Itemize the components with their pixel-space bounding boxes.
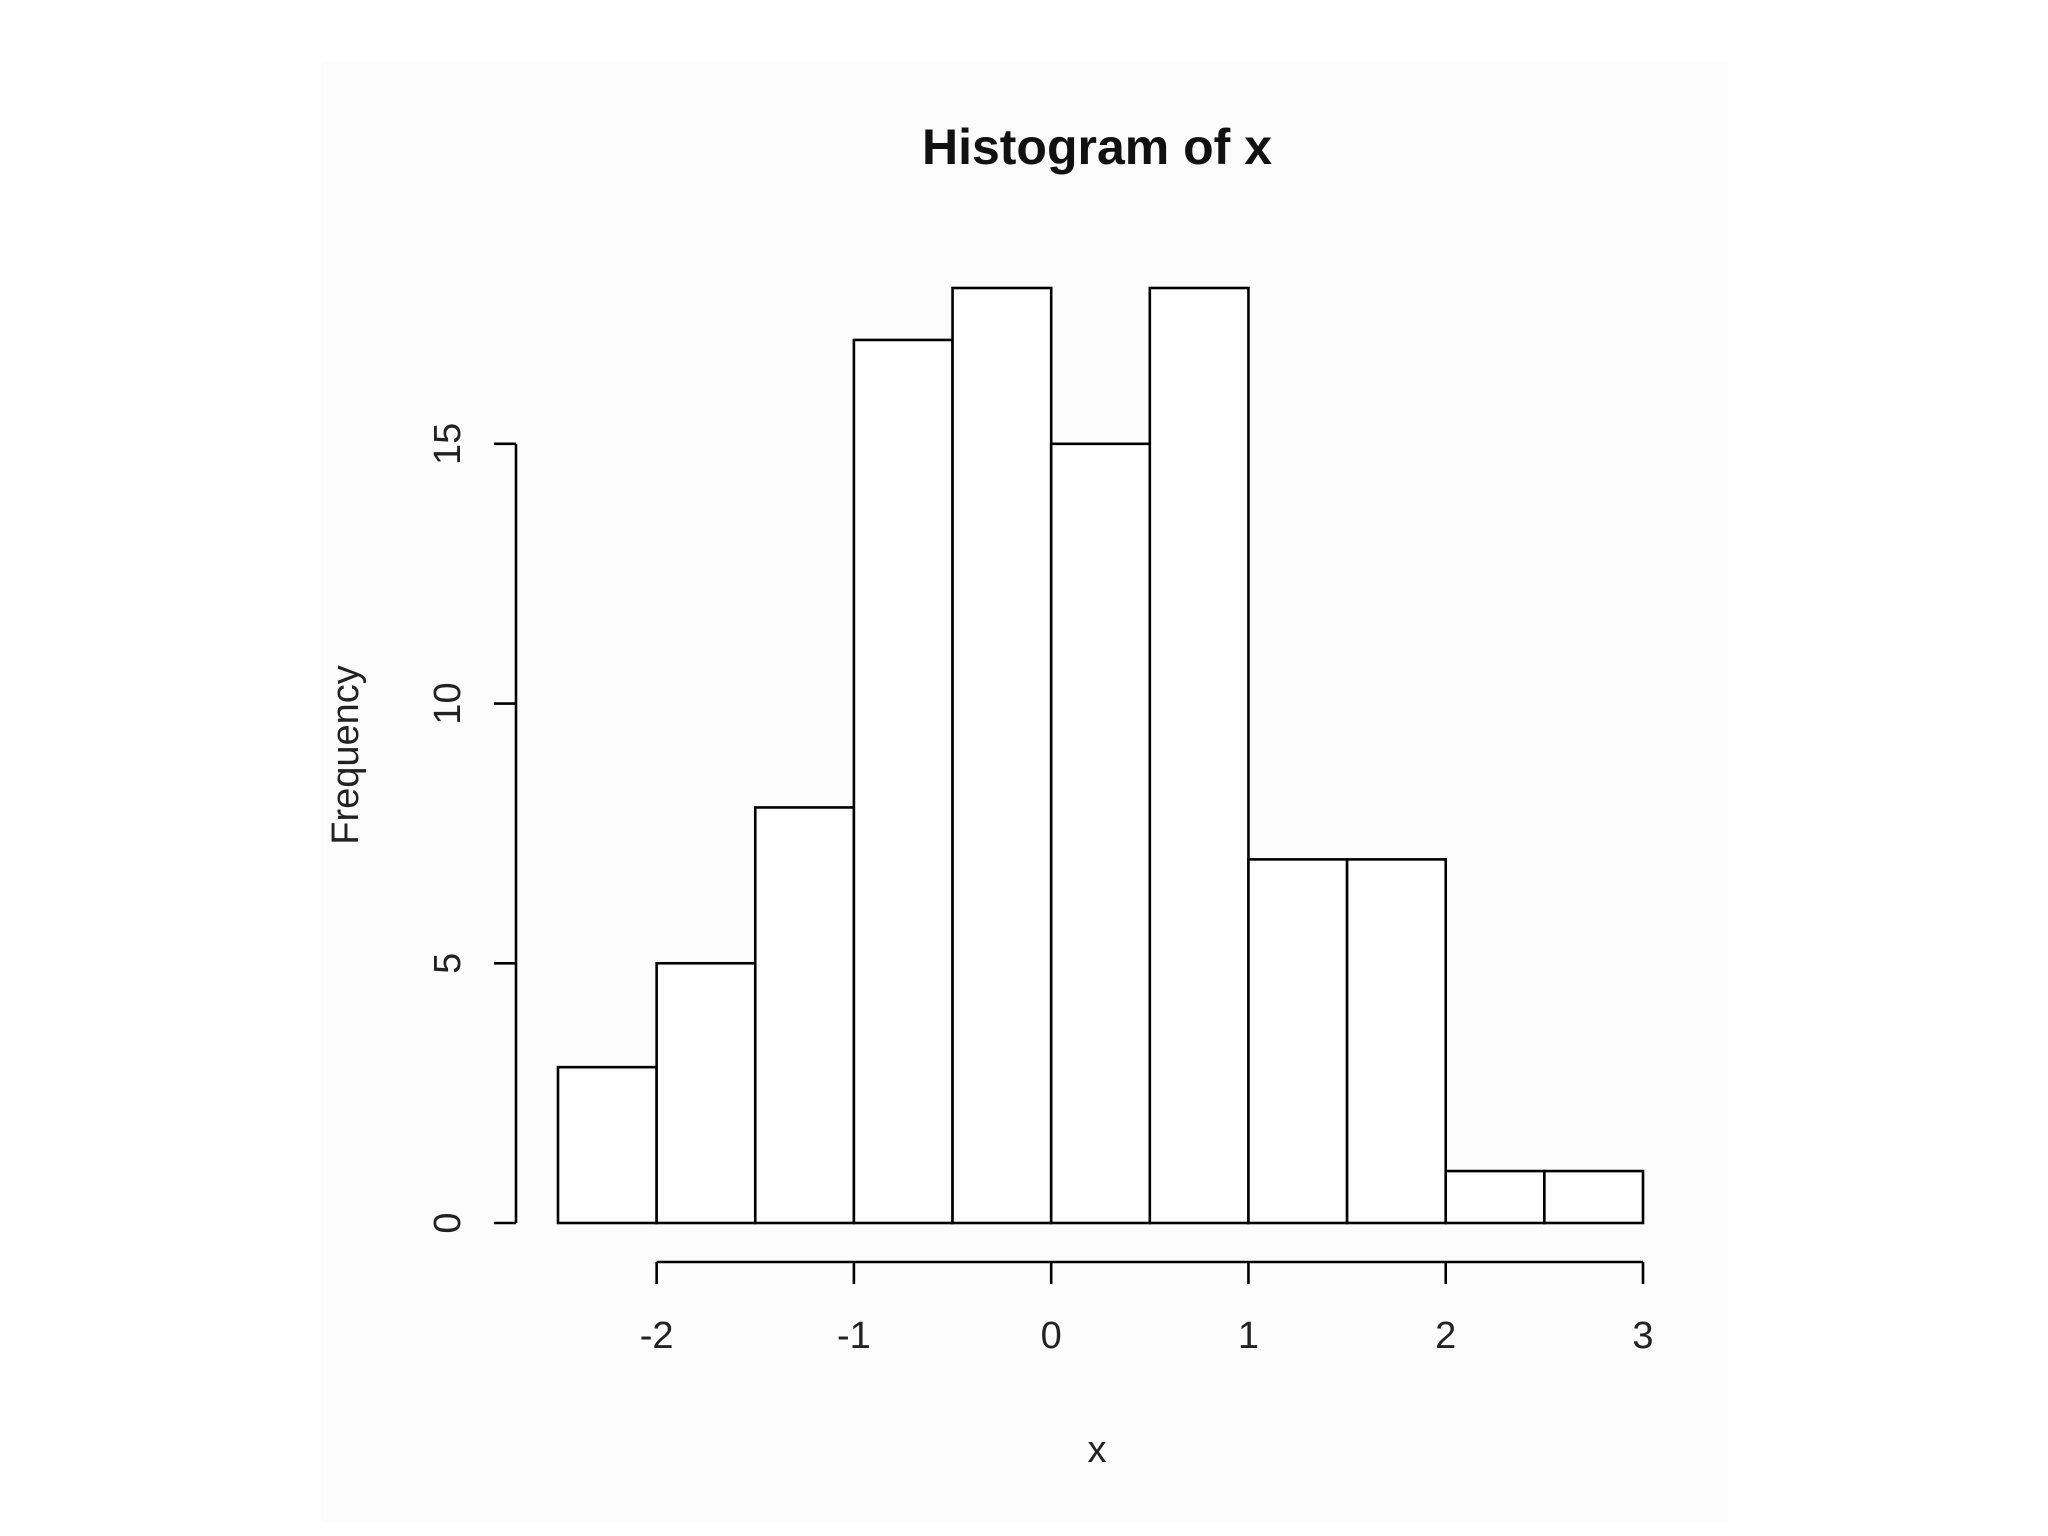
x-tick-label: -2 (640, 1315, 674, 1357)
x-tick-label: 1 (1238, 1315, 1259, 1357)
y-axis: 0 5 10 15 (427, 423, 518, 1234)
histogram-bar (1247, 858, 1349, 1225)
histogram-bar (1345, 858, 1448, 1225)
x-axis: -2 -1 0 1 2 3 (640, 1260, 1654, 1357)
histogram-bar (753, 806, 856, 1225)
histogram-bar (1049, 442, 1152, 1225)
x-tick-label: 3 (1632, 1315, 1653, 1357)
bars-group (556, 286, 1645, 1225)
x-tick-label: 2 (1435, 1315, 1456, 1357)
y-tick-label: 0 (427, 1212, 469, 1233)
histogram-bar (556, 1065, 658, 1225)
chart-title: Histogram of x (922, 119, 1272, 175)
y-tick-label: 5 (427, 953, 469, 974)
histogram-bar (951, 286, 1053, 1225)
histogram-bar (1444, 1169, 1546, 1225)
histogram-bar (1543, 1169, 1645, 1225)
y-axis-label: Frequency (325, 665, 367, 845)
x-axis-label: x (1088, 1429, 1107, 1471)
y-tick-label: 15 (427, 423, 469, 465)
x-tick-label: -1 (837, 1315, 871, 1357)
histogram-bar (655, 961, 757, 1225)
y-tick-label: 10 (427, 682, 469, 724)
histogram-bar (1148, 286, 1250, 1225)
histogram-bar (852, 338, 954, 1225)
x-tick-label: 0 (1041, 1315, 1062, 1357)
